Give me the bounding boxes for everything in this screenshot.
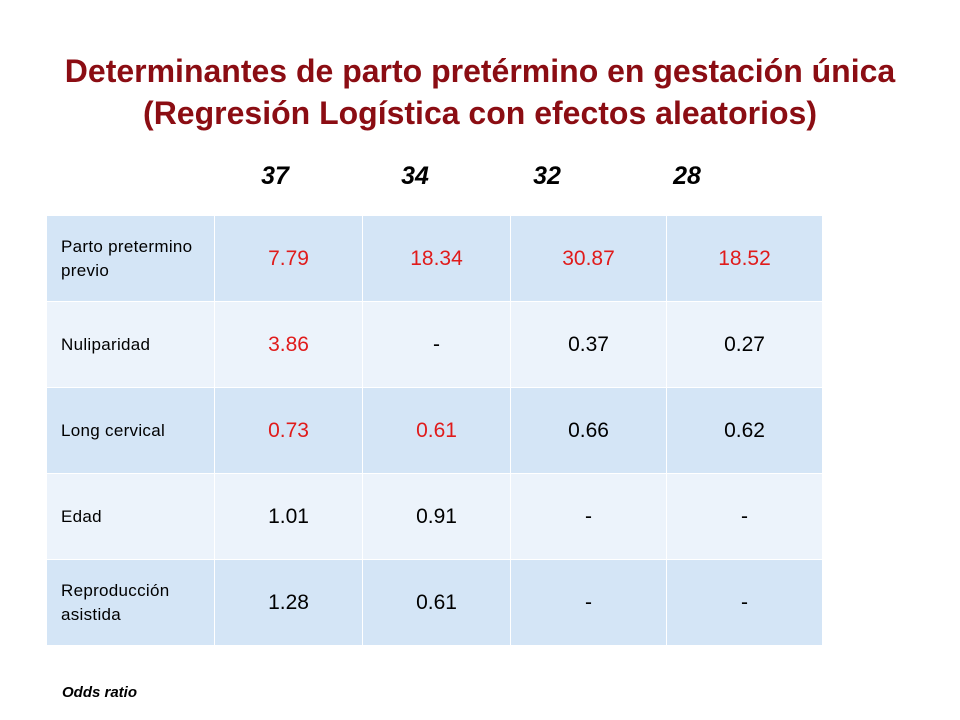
row-label: Long cervical bbox=[46, 387, 215, 474]
table-cell: - bbox=[666, 473, 823, 560]
column-header: 34 bbox=[401, 162, 429, 190]
table-cell: 0.61 bbox=[362, 559, 511, 646]
title-line-2: (Regresión Logística con efectos aleator… bbox=[143, 95, 817, 131]
table-row: Nuliparidad 3.86 - 0.37 0.27 bbox=[46, 301, 823, 388]
column-headers: 37 34 32 28 bbox=[0, 162, 960, 196]
table-cell: - bbox=[510, 559, 667, 646]
table-cell: 3.86 bbox=[214, 301, 363, 388]
table-row: Reproducción asistida 1.28 0.61 - - bbox=[46, 559, 823, 646]
table-cell: 1.01 bbox=[214, 473, 363, 560]
row-label: Reproducción asistida bbox=[46, 559, 215, 646]
table-cell: 18.52 bbox=[666, 215, 823, 302]
column-header: 37 bbox=[261, 162, 289, 190]
table-row: Parto pretermino previo 7.79 18.34 30.87… bbox=[46, 215, 823, 302]
table-cell: 0.91 bbox=[362, 473, 511, 560]
table-cell: 0.62 bbox=[666, 387, 823, 474]
table-cell: - bbox=[362, 301, 511, 388]
column-header: 32 bbox=[533, 162, 561, 190]
table-cell: 0.66 bbox=[510, 387, 667, 474]
table-cell: 0.73 bbox=[214, 387, 363, 474]
row-label: Edad bbox=[46, 473, 215, 560]
column-header: 28 bbox=[673, 162, 701, 190]
page-title: Determinantes de parto pretérmino en ges… bbox=[0, 50, 960, 134]
table-cell: 18.34 bbox=[362, 215, 511, 302]
odds-ratio-table: Parto pretermino previo 7.79 18.34 30.87… bbox=[46, 215, 823, 646]
table-cell: 7.79 bbox=[214, 215, 363, 302]
table-cell: 0.61 bbox=[362, 387, 511, 474]
table-cell: - bbox=[666, 559, 823, 646]
table-cell: 0.37 bbox=[510, 301, 667, 388]
table-cell: - bbox=[510, 473, 667, 560]
footnote: Odds ratio bbox=[62, 684, 138, 701]
row-label: Nuliparidad bbox=[46, 301, 215, 388]
table-cell: 0.27 bbox=[666, 301, 823, 388]
table-cell: 1.28 bbox=[214, 559, 363, 646]
table-cell: 30.87 bbox=[510, 215, 667, 302]
table-row: Edad 1.01 0.91 - - bbox=[46, 473, 823, 560]
row-label: Parto pretermino previo bbox=[46, 215, 215, 302]
title-line-1: Determinantes de parto pretérmino en ges… bbox=[64, 53, 896, 89]
table-row: Long cervical 0.73 0.61 0.66 0.62 bbox=[46, 387, 823, 474]
